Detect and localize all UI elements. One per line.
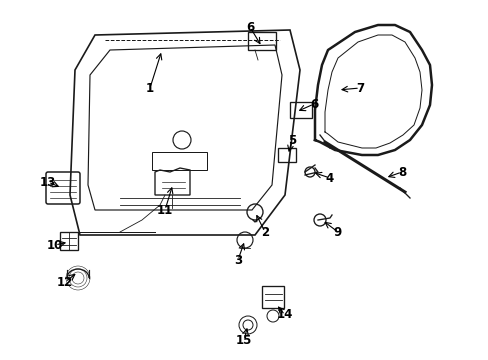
Text: 14: 14 <box>276 309 293 321</box>
Bar <box>289 102 311 118</box>
Text: 3: 3 <box>233 253 242 266</box>
Text: 7: 7 <box>355 81 364 94</box>
Bar <box>60 232 78 250</box>
Text: 15: 15 <box>235 333 252 346</box>
Bar <box>247 32 275 50</box>
Text: 6: 6 <box>245 21 254 33</box>
Text: 5: 5 <box>287 134 296 147</box>
Text: 4: 4 <box>325 171 333 185</box>
Text: 12: 12 <box>57 275 73 288</box>
Bar <box>152 152 206 170</box>
Bar <box>262 286 284 308</box>
Text: 13: 13 <box>40 176 56 189</box>
Text: 2: 2 <box>261 225 268 239</box>
Text: 1: 1 <box>145 81 154 94</box>
Text: 8: 8 <box>397 166 406 179</box>
Bar <box>278 148 295 162</box>
Text: 6: 6 <box>309 98 318 111</box>
Text: 11: 11 <box>157 203 173 216</box>
Text: 9: 9 <box>333 225 342 239</box>
Text: 10: 10 <box>47 239 63 252</box>
